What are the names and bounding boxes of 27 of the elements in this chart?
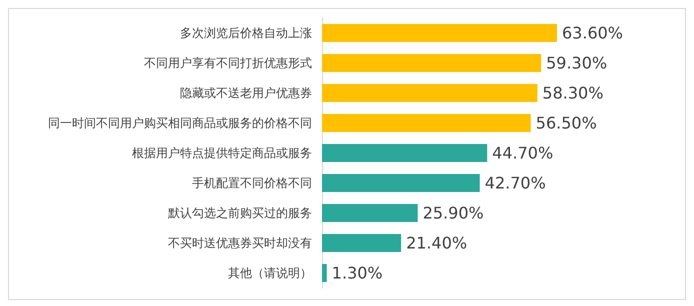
data-label: 1.30% — [332, 264, 383, 282]
y-tick-label: 同一时间不同用户购买相同商品或服务的价格不同 — [48, 116, 312, 130]
data-label: 63.60% — [562, 24, 624, 42]
bar — [322, 114, 531, 132]
y-tick-label: 默认勾选之前购买过的服务 — [167, 206, 312, 220]
y-tick-label: 根据用户特点提供特定商品或服务 — [132, 146, 312, 160]
y-tick-label: 不买时送优惠券买时却没有 — [168, 236, 312, 250]
y-tick-label: 其他（请说明） — [228, 266, 312, 280]
bar — [322, 264, 327, 282]
data-label: 42.70% — [484, 174, 546, 192]
data-label: 25.90% — [422, 204, 484, 222]
bar — [322, 54, 542, 72]
y-tick-label: 不同用户享有不同打折优惠形式 — [144, 56, 312, 70]
data-label: 59.30% — [546, 54, 608, 72]
data-label: 58.30% — [542, 84, 604, 102]
bar — [322, 84, 538, 102]
bar — [322, 234, 402, 252]
data-label: 21.40% — [406, 234, 468, 252]
data-label: 44.70% — [492, 144, 554, 162]
y-tick-label: 手机配置不同价格不同 — [192, 176, 312, 190]
bar — [322, 24, 557, 42]
y-tick-label: 隐藏或不送老用户优惠券 — [180, 86, 312, 100]
bar — [322, 144, 488, 162]
data-label: 56.50% — [536, 114, 597, 132]
y-tick-label: 多次浏览后价格自动上涨 — [180, 26, 312, 40]
bar — [322, 174, 480, 192]
bar — [322, 204, 418, 222]
